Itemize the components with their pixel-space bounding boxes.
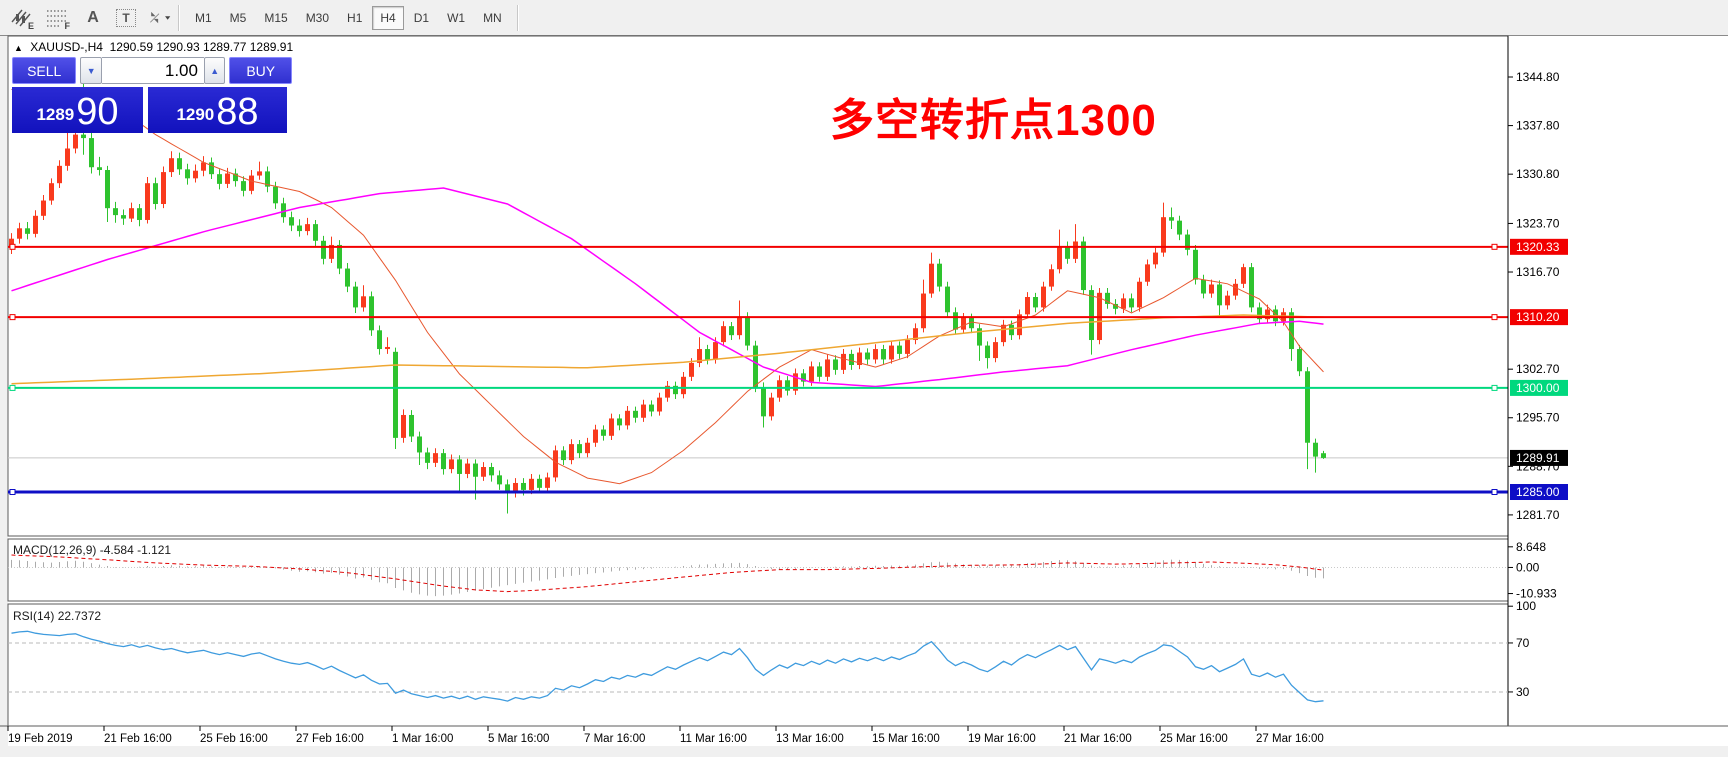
rsi-tick-label: 100 [1516,599,1536,613]
timeframe-button-D1[interactable]: D1 [413,10,430,25]
axis-badge-label: 1320.33 [1516,240,1560,254]
text-tool-icon[interactable]: A [87,8,99,26]
axis-badge [1510,449,1568,466]
macd-label: MACD(12,26,9) -4.584 -1.121 [13,543,172,557]
slow-ma-line [11,187,1324,388]
level-marker [9,384,16,391]
macd-tick-label: -10.933 [1516,587,1557,601]
axis-badge [1510,238,1568,255]
time-tick-label: 27 Feb 16:00 [296,733,364,745]
time-tick-label: 7 Mar 16:00 [584,733,645,745]
macd-tick-label: 0.00 [1516,560,1540,574]
ask-price-big: 88 [216,91,259,133]
timeframe-button-MN[interactable]: MN [483,10,502,25]
label-tool-icon[interactable]: T [116,8,136,27]
quote-ohlc-values: 1290.59 1290.93 1289.77 1289.91 [109,40,294,54]
bid-price-big: 90 [76,91,119,133]
timeframe-button-M30[interactable]: M30 [305,10,330,25]
pattern-tool-icon[interactable]: E [8,6,34,31]
level-marker [1491,314,1498,321]
volume-input[interactable] [101,57,204,84]
time-tick-label: 5 Mar 16:00 [488,733,549,745]
level-marker [1491,384,1498,391]
rsi-tick-label: 70 [1516,636,1530,650]
drawing-tools-group: E F A T [0,6,172,31]
candles-group [9,65,1326,514]
price-tick-label: 1295.70 [1516,411,1560,425]
time-tick-label: 25 Feb 16:00 [200,733,268,745]
time-tick-label: 19 Mar 16:00 [968,733,1036,745]
time-tick-label: 21 Feb 16:00 [104,733,172,745]
axis-badge [1510,309,1568,326]
rsi-tick-label: 30 [1516,685,1530,699]
macd-histogram [11,559,1324,597]
time-tick-label: 25 Mar 16:00 [1160,733,1228,745]
axis-badge-label: 1289.91 [1516,451,1560,465]
bid-price-tile[interactable]: 1289 90 [12,87,143,133]
timeframe-button-M15[interactable]: M15 [264,10,288,25]
macd-tick-label: 8.648 [1516,540,1546,554]
timeframe-button-H1[interactable]: H1 [347,10,363,25]
level-marker [9,489,16,496]
timeframe-button-M5[interactable]: M5 [229,10,247,25]
time-tick-label: 15 Mar 16:00 [872,733,940,745]
timeframe-button-W1[interactable]: W1 [447,10,466,25]
volume-increase-button[interactable]: ▲ [203,57,226,84]
fast-ma-line [11,87,1324,485]
up-triangle-icon: ▲ [14,43,23,53]
price-tick-label: 1337.80 [1516,119,1560,133]
time-tick-label: 27 Mar 16:00 [1256,733,1324,745]
timeframe-button-H4[interactable]: H4 [372,5,404,30]
quote-line: ▲ XAUUSD-,H4 1290.59 1290.93 1289.77 128… [14,40,293,54]
chart-annotation-text: 多空转折点1300 [830,96,1157,145]
rsi-line [11,630,1324,703]
ask-price-small: 1290 [176,105,215,124]
axis-badge-label: 1300.00 [1516,381,1560,395]
time-tick-label: 11 Mar 16:00 [680,733,747,745]
level-marker [9,243,16,250]
price-tick-label: 1344.80 [1516,70,1560,84]
price-tick-label: 1316.70 [1516,265,1560,279]
axis-badge [1510,379,1568,396]
buy-button[interactable]: BUY [229,57,292,84]
axis-badge-label: 1310.20 [1516,310,1560,324]
volume-decrease-button[interactable]: ▼ [80,57,102,84]
arrows-tool-icon[interactable] [146,6,172,30]
time-tick-label: 1 Mar 16:00 [392,733,453,745]
toolbar-separator-2 [516,4,519,31]
one-click-trading-panel: SELL ▼ ▲ BUY 1289 90 1290 88 [12,57,292,133]
axis-badge [1510,484,1568,501]
sell-button[interactable]: SELL [12,57,77,84]
price-tick-label: 1330.80 [1516,167,1560,181]
macd-panel-frame [7,538,1509,602]
rsi-label: RSI(14) 22.7372 [13,609,102,623]
price-tick-label: 1281.70 [1516,508,1560,522]
timeframe-button-M1[interactable]: M1 [195,10,212,25]
toolbar-separator [178,4,180,31]
axis-badge-label: 1285.00 [1516,485,1560,499]
gold-ma-line [11,314,1324,385]
fibonacci-tool-icon[interactable]: F [47,9,70,31]
macd-signal-line [11,554,1324,593]
timeframe-buttons: M1 M5 M15 M30 H1 H4 D1 W1 MN [186,5,511,30]
time-tick-label: 21 Mar 16:00 [1064,733,1132,745]
level-marker [9,314,16,321]
ask-price-tile[interactable]: 1290 88 [148,87,287,133]
bid-price-small: 1289 [36,105,75,124]
price-tick-label: 1302.70 [1516,362,1560,376]
price-tick-label: 1323.70 [1516,216,1560,230]
time-tick-label: 19 Feb 2019 [8,733,73,745]
symbol-period-label: XAUUSD-,H4 [30,40,103,54]
time-tick-label: 13 Mar 16:00 [776,733,844,745]
rsi-panel-frame [7,603,1509,727]
level-marker [1491,489,1498,496]
level-marker [1491,243,1498,250]
